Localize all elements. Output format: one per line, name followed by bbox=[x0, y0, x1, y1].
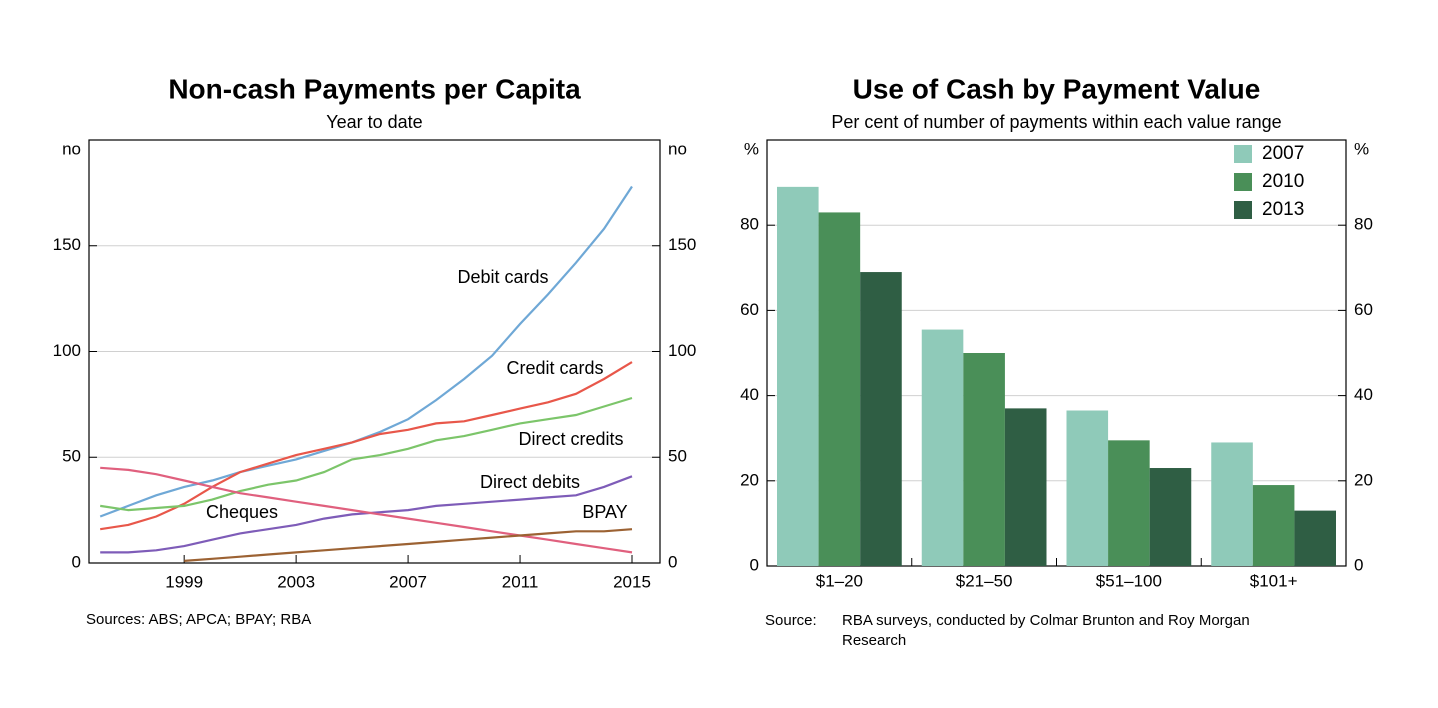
y-tick-label: 100 bbox=[53, 341, 81, 360]
y2-tick-label: 60 bbox=[1354, 300, 1373, 319]
bar bbox=[1294, 510, 1336, 566]
series-label: Direct debits bbox=[480, 472, 580, 492]
source-note: Sources: ABS; APCA; BPAY; RBA bbox=[86, 611, 311, 628]
series-line bbox=[100, 396, 633, 512]
bar bbox=[963, 353, 1005, 566]
legend-label: 2010 bbox=[1262, 171, 1304, 192]
chart-title: Use of Cash by Payment Value bbox=[853, 73, 1261, 104]
legend-label: 2007 bbox=[1262, 143, 1304, 164]
y-axis-label: % bbox=[744, 139, 759, 158]
series-label: Debit cards bbox=[457, 267, 548, 287]
bar bbox=[1004, 408, 1047, 566]
y2-tick-label: 50 bbox=[668, 447, 687, 466]
x-tick-label: $1–20 bbox=[816, 571, 863, 590]
bar bbox=[860, 272, 902, 566]
series-line bbox=[100, 361, 633, 531]
series-label: Direct credits bbox=[518, 429, 623, 449]
source-note: RBA surveys, conducted by Colmar Brunton… bbox=[842, 612, 1250, 649]
y2-axis-label: % bbox=[1354, 139, 1369, 158]
bar bbox=[1149, 468, 1192, 566]
chart-subtitle: Per cent of number of payments within ea… bbox=[831, 112, 1281, 132]
y2-tick-label: 40 bbox=[1354, 385, 1373, 404]
y-tick-label: 150 bbox=[53, 235, 81, 254]
y2-tick-label: 20 bbox=[1354, 470, 1373, 489]
y2-tick-label: 0 bbox=[1354, 555, 1363, 574]
bar bbox=[1066, 410, 1109, 566]
y2-tick-label: 100 bbox=[668, 341, 696, 360]
x-tick-label: 1999 bbox=[165, 572, 203, 591]
y2-tick-label: 150 bbox=[668, 235, 696, 254]
series-label: Cheques bbox=[206, 502, 278, 522]
y2-axis-label: no bbox=[668, 139, 687, 158]
bar bbox=[818, 212, 861, 567]
x-tick-label: 2011 bbox=[502, 572, 539, 591]
y-tick-label: 0 bbox=[72, 552, 81, 571]
y-axis-label: no bbox=[62, 139, 81, 158]
x-tick-label: $51–100 bbox=[1096, 571, 1162, 590]
series-label: BPAY bbox=[582, 502, 627, 522]
y-tick-label: 50 bbox=[62, 447, 81, 466]
y-tick-label: 20 bbox=[740, 470, 759, 489]
bar bbox=[777, 186, 819, 567]
chart-subtitle: Year to date bbox=[326, 112, 422, 132]
y2-tick-label: 0 bbox=[668, 552, 677, 571]
bar bbox=[921, 329, 964, 566]
series-label: Credit cards bbox=[506, 358, 603, 378]
y-tick-label: 60 bbox=[740, 300, 759, 319]
x-tick-label: 2003 bbox=[277, 572, 315, 591]
y-tick-label: 80 bbox=[740, 215, 759, 234]
legend-swatch bbox=[1234, 201, 1252, 219]
legend-swatch bbox=[1234, 145, 1252, 163]
series-line bbox=[184, 528, 633, 562]
x-tick-label: $101+ bbox=[1250, 571, 1298, 590]
legend-label: 2013 bbox=[1262, 199, 1304, 220]
bar bbox=[1211, 442, 1253, 566]
x-tick-label: 2007 bbox=[389, 572, 427, 591]
bar bbox=[1108, 440, 1150, 566]
plot-frame bbox=[88, 139, 661, 564]
y-tick-label: 40 bbox=[740, 385, 759, 404]
series-line bbox=[100, 466, 633, 554]
x-tick-label: 2015 bbox=[613, 572, 651, 591]
source-label: Source: bbox=[765, 612, 817, 629]
legend-swatch bbox=[1234, 173, 1252, 191]
chart-title: Non-cash Payments per Capita bbox=[168, 73, 581, 104]
x-tick-label: $21–50 bbox=[956, 571, 1013, 590]
y2-tick-label: 80 bbox=[1354, 215, 1373, 234]
bar bbox=[1252, 485, 1295, 566]
y-tick-label: 0 bbox=[750, 555, 759, 574]
